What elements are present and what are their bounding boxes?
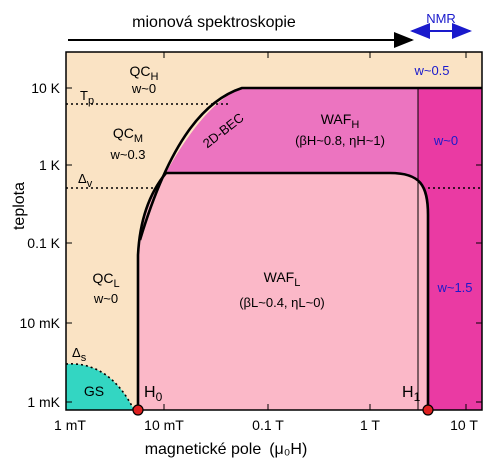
wafl-label: WAFL xyxy=(264,269,301,289)
x-tick-label: 1 mT xyxy=(54,417,86,433)
y-tick-label: 0.1 K xyxy=(27,235,60,251)
y-axis-label: teplota xyxy=(11,182,28,230)
wafl-param: (βL~0.4, ηL~0) xyxy=(239,295,325,310)
gs-region xyxy=(66,363,134,410)
qcm-param: w~0.3 xyxy=(109,147,145,162)
gs-label: GS xyxy=(84,383,104,399)
x-tick-label: 10 mT xyxy=(144,417,184,433)
delta-v-label: Δv xyxy=(78,171,93,190)
wafh-label: WAFH xyxy=(321,111,360,131)
qcm-label: QCM xyxy=(113,125,143,145)
axis-ticks xyxy=(65,52,482,410)
h1-critical-point xyxy=(422,404,434,416)
qch-param: w~0 xyxy=(131,81,156,96)
right-low-param: w~1.5 xyxy=(436,280,472,295)
h0-label: H0 xyxy=(144,384,163,404)
qch-label: QCH xyxy=(130,63,159,83)
qcl-label: QCL xyxy=(92,270,119,290)
y-tick-label: 1 mK xyxy=(27,394,60,410)
nmr-label: NMR xyxy=(426,11,456,26)
delta-s-crossover-line xyxy=(65,363,135,411)
right-top-param: w~0.5 xyxy=(413,63,449,78)
wafh-param: (βH~0.8, ηH~1) xyxy=(295,133,385,148)
y-tick-label: 1 K xyxy=(39,157,61,173)
muon-label: mionová spektroskopie xyxy=(132,14,296,31)
plot-frame xyxy=(65,51,483,411)
qcl-param: w~0 xyxy=(93,291,118,306)
x-axis-label: magnetické pole (μ₀H) xyxy=(145,441,308,458)
bec-boundary xyxy=(138,86,482,241)
wafl-region xyxy=(138,173,428,410)
y-tick-label: 10 mK xyxy=(20,315,61,331)
delta-s-label: Δs xyxy=(72,345,87,364)
x-tick-label: 1 T xyxy=(360,417,380,433)
y-tick-label: 10 K xyxy=(31,80,60,96)
right-mid-param: w~0 xyxy=(433,133,458,148)
tp-label: Tp xyxy=(80,88,94,107)
x-tick-label: 10 T xyxy=(450,417,478,433)
x-tick-label: 0.1 T xyxy=(252,417,284,433)
h1-label: H1 xyxy=(402,384,421,404)
h0-critical-point xyxy=(132,404,144,416)
wafh-region xyxy=(166,88,428,410)
